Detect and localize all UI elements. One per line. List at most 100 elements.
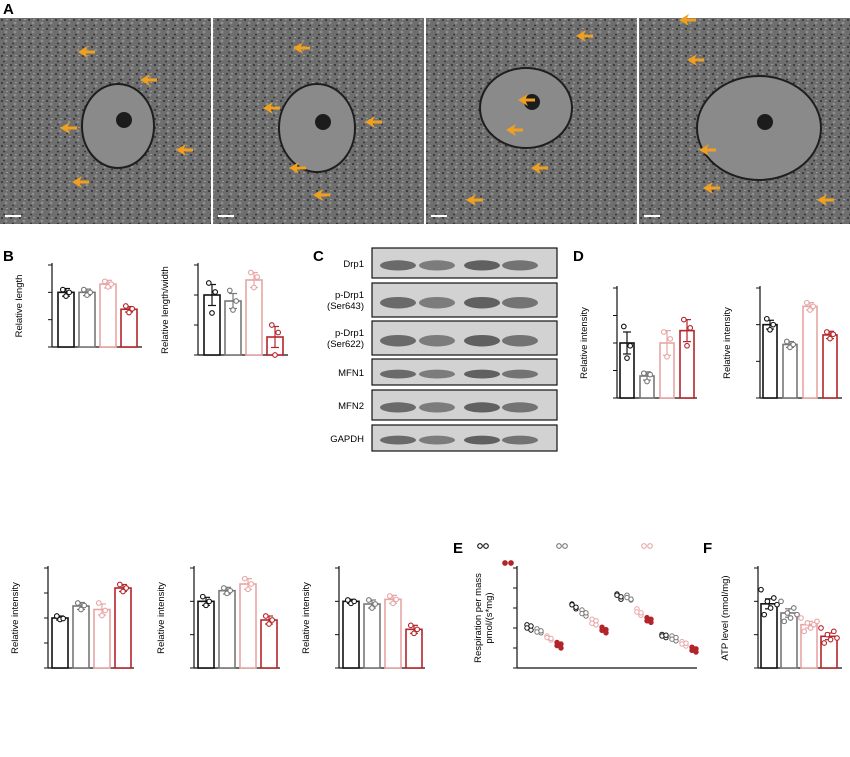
legend-marker bbox=[556, 543, 562, 549]
blot-row: GAPDH bbox=[330, 424, 558, 452]
blot-band bbox=[380, 334, 416, 347]
data-point bbox=[241, 575, 248, 582]
blot-label: p-Drp1 (Ser643) bbox=[327, 290, 364, 312]
data-point bbox=[798, 615, 804, 621]
data-point bbox=[589, 620, 595, 626]
blot-band bbox=[502, 260, 538, 271]
legend-item bbox=[556, 543, 568, 549]
data-point bbox=[583, 610, 589, 616]
legend-marker bbox=[477, 543, 483, 549]
legend-item bbox=[477, 543, 489, 549]
nucleolus-shape bbox=[315, 114, 331, 130]
blot-band bbox=[380, 402, 416, 413]
data-point bbox=[251, 284, 257, 291]
data-point bbox=[266, 621, 272, 627]
data-point bbox=[63, 293, 69, 300]
data-point bbox=[603, 626, 609, 633]
data-point bbox=[272, 352, 278, 358]
blot-label: Drp1 bbox=[343, 259, 364, 270]
data-point bbox=[814, 618, 820, 625]
data-point bbox=[667, 336, 674, 342]
data-point bbox=[393, 596, 400, 603]
data-point bbox=[758, 586, 764, 593]
blot-band bbox=[502, 435, 538, 445]
blot-band bbox=[380, 369, 416, 379]
nucleolus-shape bbox=[757, 114, 773, 130]
legend-item bbox=[641, 543, 653, 549]
blot-label: MFN2 bbox=[338, 401, 364, 412]
bar bbox=[245, 279, 263, 356]
data-point bbox=[827, 636, 834, 643]
data-point bbox=[247, 269, 254, 276]
data-point bbox=[827, 335, 833, 342]
data-point bbox=[693, 646, 699, 652]
arrow-icon bbox=[506, 124, 523, 136]
chart-d4: Relative intensity bbox=[156, 566, 280, 669]
data-point bbox=[763, 315, 770, 322]
legend-marker bbox=[508, 560, 514, 566]
panel-letter-e: E bbox=[453, 540, 463, 557]
blot-label: GAPDH bbox=[330, 434, 364, 445]
data-point bbox=[761, 611, 768, 618]
data-point bbox=[767, 326, 773, 333]
arrow-icon bbox=[293, 42, 310, 54]
bar bbox=[57, 291, 75, 348]
arrow-icon bbox=[263, 102, 280, 114]
data-point bbox=[830, 331, 837, 338]
arrow-icon bbox=[576, 30, 593, 42]
arrow-icon bbox=[518, 94, 535, 106]
blot-band bbox=[419, 334, 455, 347]
data-point bbox=[647, 371, 654, 378]
data-point bbox=[628, 596, 634, 602]
data-point bbox=[781, 618, 788, 625]
data-point bbox=[60, 615, 67, 622]
data-point bbox=[818, 625, 824, 631]
arrow-icon bbox=[176, 144, 193, 156]
data-point bbox=[627, 342, 634, 349]
nucleus-shape bbox=[696, 75, 822, 181]
blot-band bbox=[419, 296, 455, 309]
bar bbox=[51, 617, 69, 669]
data-point bbox=[528, 623, 534, 629]
bar bbox=[384, 598, 402, 669]
nucleus-shape bbox=[81, 83, 155, 169]
data-point bbox=[783, 338, 790, 345]
bar bbox=[762, 323, 778, 399]
scale-bar bbox=[644, 215, 660, 217]
data-point bbox=[790, 341, 797, 348]
data-point bbox=[794, 611, 800, 618]
data-point bbox=[790, 605, 797, 611]
data-point bbox=[683, 640, 689, 646]
arrow-icon bbox=[60, 122, 77, 134]
data-point bbox=[99, 612, 105, 619]
blot-band bbox=[419, 260, 455, 271]
data-point bbox=[593, 618, 599, 624]
data-point bbox=[102, 607, 109, 614]
blot-band bbox=[419, 402, 455, 413]
arrow-icon bbox=[78, 46, 95, 58]
chart-b2: Relative length/width bbox=[160, 263, 288, 358]
bar bbox=[782, 343, 798, 399]
data-point bbox=[414, 626, 421, 633]
bar bbox=[363, 603, 381, 669]
data-point bbox=[787, 615, 794, 621]
nucleolus-shape bbox=[116, 112, 132, 128]
data-point bbox=[573, 604, 579, 610]
data-point bbox=[129, 305, 136, 312]
data-point bbox=[386, 593, 393, 599]
blot-band bbox=[464, 435, 500, 445]
chart-b1: Relative length bbox=[14, 263, 142, 348]
data-point bbox=[801, 628, 808, 635]
blot-row: p-Drp1 (Ser622) bbox=[327, 320, 558, 356]
data-point bbox=[212, 289, 219, 295]
data-point bbox=[78, 606, 84, 613]
legend-item bbox=[502, 560, 514, 566]
bar bbox=[239, 583, 257, 669]
panel-letter-a: A bbox=[3, 1, 14, 18]
data-point bbox=[687, 325, 694, 331]
nucleus-shape bbox=[278, 83, 356, 173]
legend-marker bbox=[502, 560, 508, 566]
data-point bbox=[680, 316, 687, 323]
data-point bbox=[81, 602, 88, 609]
chart-d5: Relative intensity bbox=[301, 566, 425, 669]
